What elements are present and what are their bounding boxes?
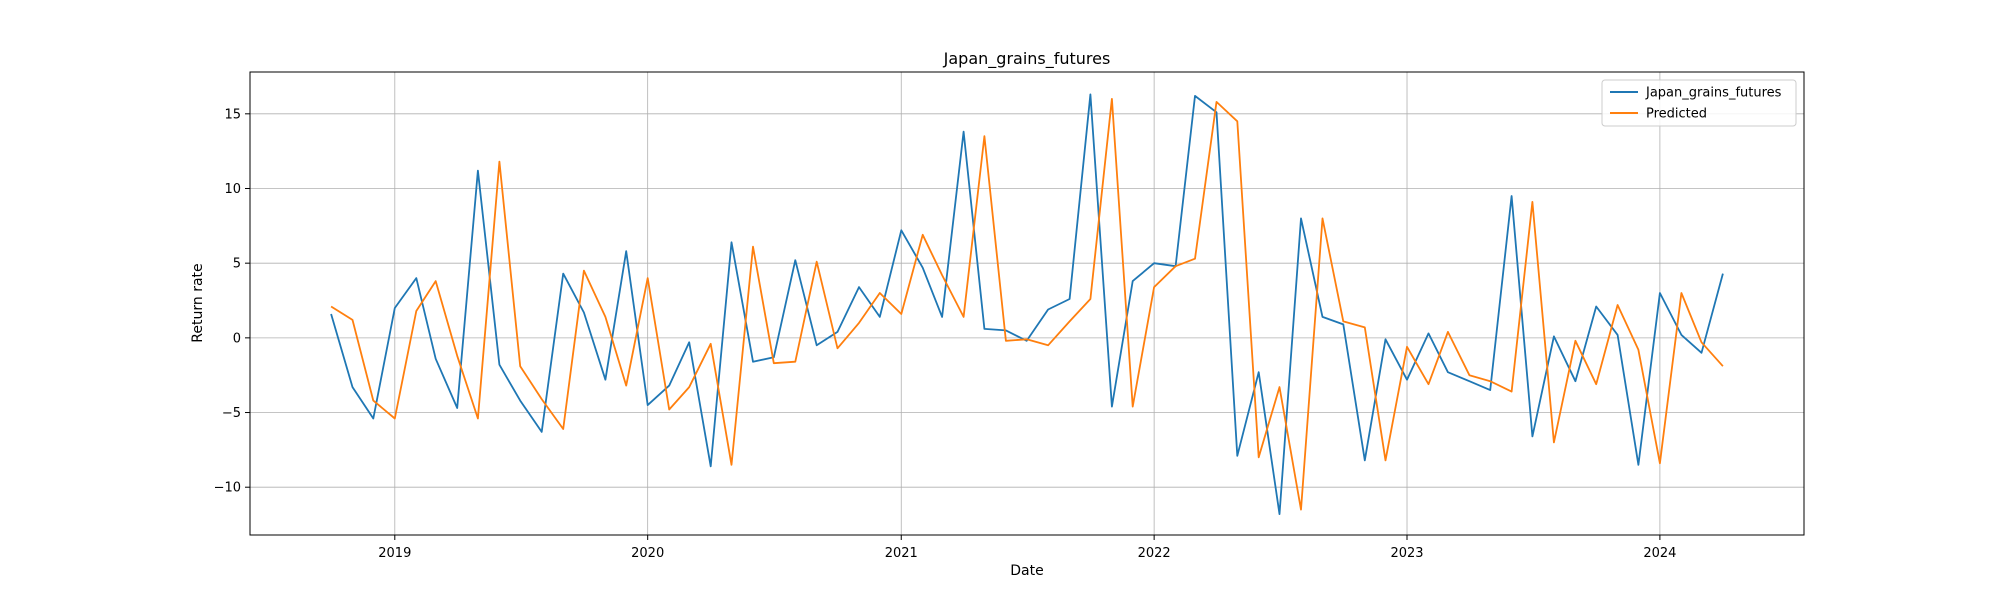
y-tick-label: 15 bbox=[224, 107, 241, 122]
legend: Japan_grains_futures Predicted bbox=[1601, 79, 1797, 127]
series-line-japan-grains-futures bbox=[330, 93, 1724, 515]
chart-title: Japan_grains_futures bbox=[943, 49, 1111, 69]
legend-box bbox=[1601, 79, 1797, 127]
y-tick-label: 10 bbox=[224, 182, 241, 197]
plot-frame bbox=[249, 71, 1805, 536]
x-tick-label: 2023 bbox=[1390, 546, 1423, 561]
legend-label-predicted: Predicted bbox=[1646, 107, 1707, 122]
x-tick-label: 2022 bbox=[1138, 546, 1171, 561]
y-tick-label: 5 bbox=[233, 257, 241, 272]
y-tick-label: 0 bbox=[233, 331, 241, 346]
x-tick-label: 2020 bbox=[631, 546, 664, 561]
x-tick-label: 2024 bbox=[1643, 546, 1676, 561]
y-axis-label: Return rate bbox=[190, 263, 206, 342]
y-tick-label: −5 bbox=[222, 406, 241, 421]
series-line-predicted bbox=[330, 98, 1724, 511]
series-lines bbox=[330, 93, 1724, 515]
x-axis-label: Date bbox=[1010, 563, 1043, 579]
y-axis-ticks: 15 10 5 0 −5 −10 bbox=[214, 107, 250, 496]
x-tick-label: 2021 bbox=[885, 546, 918, 561]
x-axis-ticks: 2019 2020 2021 2022 2023 2024 bbox=[378, 535, 1676, 561]
legend-label-japan-grains-futures: Japan_grains_futures bbox=[1645, 86, 1782, 101]
y-tick-label: −10 bbox=[214, 481, 241, 496]
x-tick-label: 2019 bbox=[378, 546, 411, 561]
